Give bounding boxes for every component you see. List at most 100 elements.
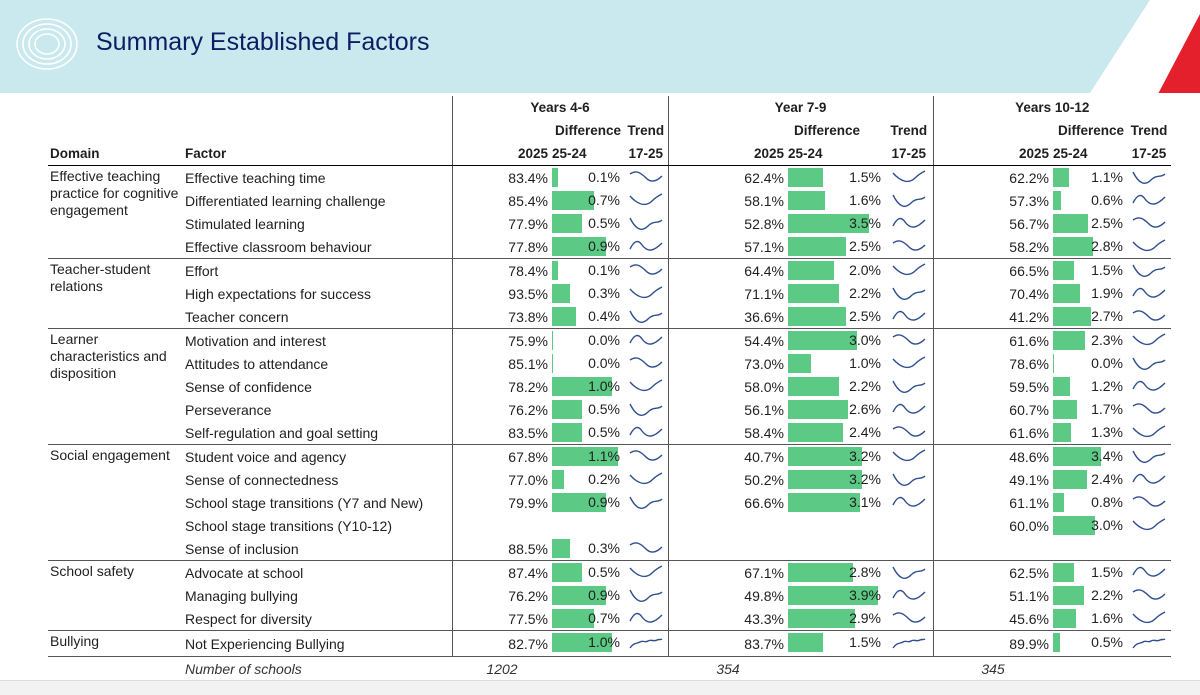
table-row: Sense of confidence 78.2% 1.0% 58.0% 2.2% 59.… (48, 375, 1171, 398)
difference-cell: 3.1% (788, 491, 885, 514)
trend-line (1132, 424, 1166, 437)
value-2025: 49.1% (932, 468, 1053, 491)
value-2025: 87.4% (451, 560, 552, 584)
page-title: Summary Established Factors (96, 28, 430, 56)
difference-value: 0.4% (588, 308, 620, 324)
difference-bar (1053, 609, 1076, 628)
difference-bar (788, 168, 823, 187)
value-2025: 73.8% (451, 305, 552, 329)
trend-line (892, 239, 926, 251)
trend-sparkline (629, 310, 663, 323)
value-2025: 77.5% (451, 607, 552, 631)
value-2025 (667, 514, 788, 537)
trend-line (892, 380, 926, 393)
difference-bar (1053, 423, 1071, 442)
factor-label: Managing bullying (185, 587, 298, 604)
difference-value: 2.5% (849, 238, 881, 254)
trend-sparkline (629, 170, 663, 182)
trend-sparkline (892, 194, 926, 207)
factor-label: Differentiated learning challenge (185, 192, 386, 209)
trend-cell (885, 468, 933, 491)
table-row: Teacher concern 73.8% 0.4% 36.6% 2.5% 41.2% 2.… (48, 305, 1171, 329)
trend-sparkline (629, 471, 663, 484)
factor-label: Effort (185, 262, 219, 279)
trend-cell (624, 421, 668, 445)
value-2025: 61.6% (932, 421, 1053, 445)
trend-cell (885, 282, 933, 305)
value-2025: 71.1% (667, 282, 788, 305)
trend-cell (885, 445, 933, 469)
difference-cell: 0.5% (1053, 630, 1127, 657)
difference-value: 1.0% (588, 634, 620, 650)
difference-bar (552, 237, 606, 256)
difference-cell: 0.2% (552, 468, 624, 491)
table-row: School safety Advocate at school 87.4% 0.5%… (48, 560, 1171, 631)
col-domain: Domain (48, 142, 182, 166)
trend-line (629, 310, 663, 323)
difference-value: 0.1% (588, 169, 620, 185)
value-2025: 64.4% (667, 258, 788, 282)
difference-value: 2.3% (1091, 332, 1123, 348)
difference-cell: 2.8% (788, 561, 885, 585)
trend-sparkline (629, 426, 663, 437)
col-year: 2025 (667, 142, 788, 166)
difference-value: 3.2% (849, 448, 881, 464)
factor-label: Effective classroom behaviour (182, 235, 452, 259)
difference-bar (552, 284, 570, 303)
trend-cell (1127, 514, 1171, 537)
trend-line (1132, 357, 1166, 370)
trend-sparkline (629, 496, 663, 509)
difference-bar (1053, 354, 1054, 373)
difference-bar (1053, 191, 1061, 210)
domain-cell: Teacher-student relations (48, 258, 182, 329)
value-2025 (932, 537, 1053, 561)
trend-cell (624, 259, 668, 283)
difference-value: 0.3% (588, 540, 620, 556)
difference-value: 0.7% (588, 610, 620, 626)
trend-cell (624, 375, 668, 398)
difference-bar (552, 400, 582, 419)
value-2025: 58.2% (932, 235, 1053, 259)
difference-cell (552, 514, 624, 537)
trend-line (1132, 238, 1166, 251)
difference-bar (1053, 470, 1087, 489)
value-2025: 93.5% (451, 282, 552, 305)
table-row: Managing bullying 76.2% 0.9% 49.8% 3.9% 51.1%… (48, 584, 1171, 607)
difference-value: 3.0% (1091, 517, 1123, 533)
trend-line (892, 287, 926, 300)
difference-bar (788, 563, 853, 582)
trend-cell (1127, 329, 1171, 353)
trend-sparkline (1132, 610, 1166, 623)
group-header-years-10-12: Years 10-12 (932, 96, 1171, 119)
difference-bar (552, 261, 558, 280)
trend-line (1132, 588, 1166, 600)
col-year: 2025 (451, 142, 552, 166)
col-difference: Difference (554, 123, 621, 138)
value-2025: 83.7% (667, 630, 788, 657)
trend-sparkline (629, 356, 663, 368)
difference-value: 0.8% (1091, 494, 1123, 510)
trend-cell (1127, 491, 1171, 514)
value-2025: 58.0% (667, 375, 788, 398)
value-2025: 66.6% (667, 491, 788, 514)
difference-bar (788, 214, 869, 233)
difference-cell: 0.5% (552, 561, 624, 585)
trend-line (629, 496, 663, 509)
trend-cell (885, 537, 933, 561)
difference-bar (788, 493, 860, 512)
difference-value: 2.8% (849, 564, 881, 580)
table-row: Bullying Not Experiencing Bullying 82.7% 1.… (48, 630, 1171, 657)
value-2025: 41.2% (932, 305, 1053, 329)
trend-cell (624, 537, 668, 561)
difference-value: 2.2% (1091, 587, 1123, 603)
trend-line (1132, 332, 1166, 345)
trend-line (629, 589, 663, 602)
difference-cell: 0.9% (552, 584, 624, 607)
value-2025: 83.5% (451, 421, 552, 445)
table-row: Stimulated learning 77.9% 0.5% 52.8% 3.5% 56.… (48, 212, 1171, 235)
value-2025: 43.3% (667, 607, 788, 631)
trend-cell (624, 212, 668, 235)
trend-cell (624, 607, 668, 631)
trend-line (629, 170, 663, 182)
trend-line (1132, 216, 1166, 228)
